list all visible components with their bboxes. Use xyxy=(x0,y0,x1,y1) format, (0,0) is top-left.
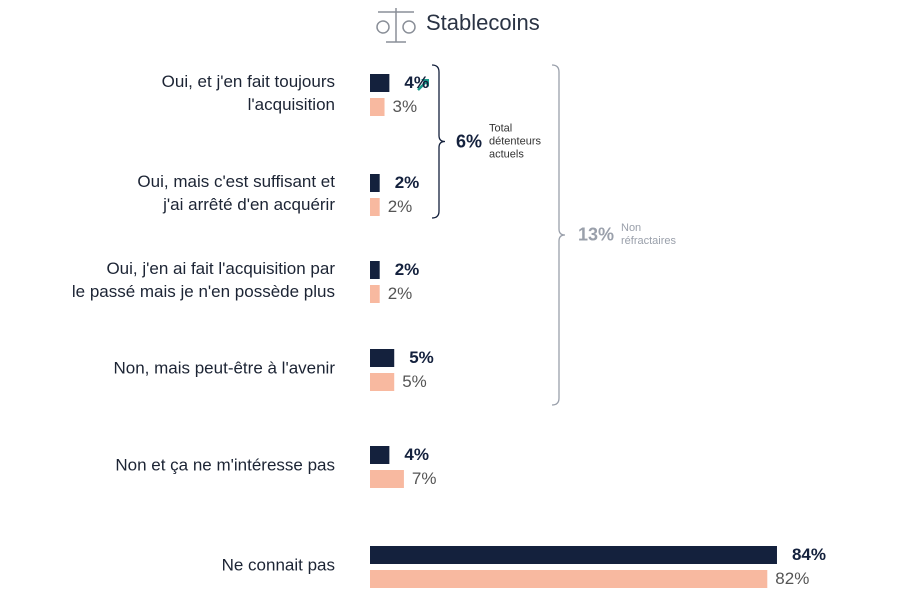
annotation-text: Non réfractaires xyxy=(621,222,677,247)
bar xyxy=(370,261,380,279)
bar xyxy=(370,446,390,464)
value-label: 84% xyxy=(791,545,826,564)
category-label: Non et ça ne m'intéresse pas xyxy=(115,455,335,475)
annotation-text: Total détenteurs actuels xyxy=(489,122,541,160)
bracket xyxy=(551,64,566,406)
value-label: 4% xyxy=(404,73,429,92)
value-label: 5% xyxy=(409,348,434,367)
value-label: 2% xyxy=(387,197,413,216)
bar xyxy=(370,373,395,391)
title-icon xyxy=(376,8,416,43)
bar xyxy=(370,349,395,367)
value-label: 82% xyxy=(775,569,810,588)
bar xyxy=(370,470,404,488)
category-label: Ne connait pas xyxy=(221,555,335,575)
value-label: 2% xyxy=(394,173,420,192)
bar xyxy=(370,285,380,303)
annotation-value: 13% xyxy=(578,224,615,245)
bar xyxy=(370,98,385,116)
category-label: Oui, mais c'est suffisant et j'ai arrêté… xyxy=(137,172,335,214)
bar xyxy=(370,198,380,216)
value-label: 7% xyxy=(411,469,437,488)
bar xyxy=(370,174,380,192)
value-label: 4% xyxy=(404,445,429,464)
category-label: Oui, j'en ai fait l'acquisition par le p… xyxy=(71,259,335,301)
category-label: Oui, et j'en fait toujours l'acquisition xyxy=(161,72,335,114)
bracket xyxy=(431,64,446,219)
category-label: Non, mais peut-être à l'avenir xyxy=(113,358,335,378)
value-label: 2% xyxy=(387,284,413,303)
value-label: 5% xyxy=(402,372,427,391)
value-label: 3% xyxy=(392,97,418,116)
annotation-value: 6% xyxy=(456,131,483,151)
trend-arrow xyxy=(417,79,429,91)
chart-title: Stablecoins xyxy=(426,10,540,35)
bar xyxy=(370,546,777,564)
value-label: 2% xyxy=(394,260,420,279)
bar xyxy=(370,74,390,92)
bar xyxy=(370,570,768,588)
